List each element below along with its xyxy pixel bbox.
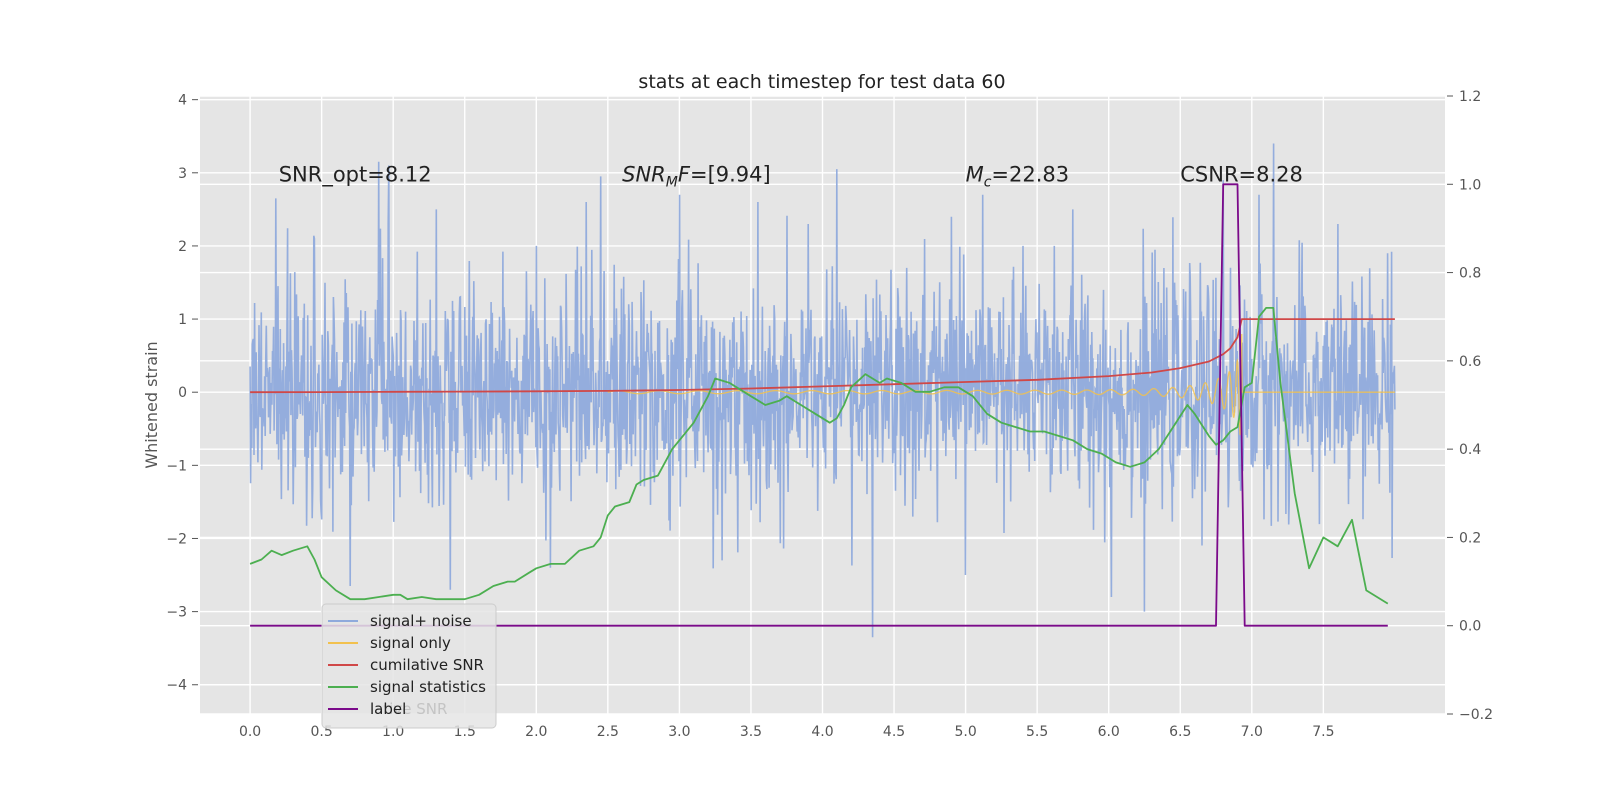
annotation-snr-opt: SNR_opt=8.12 (279, 163, 432, 188)
y2-tick-label: 0.0 (1459, 619, 1481, 635)
legend: lative SNR signal+ noise signal only cumila… (321, 603, 497, 729)
x-tick-label: 2.0 (525, 724, 547, 740)
x-tick-label: 2.5 (597, 724, 619, 740)
y2-tick-label: −0.2 (1459, 707, 1493, 723)
y-tick-label: 1 (178, 312, 187, 328)
legend-label: signal+ noise (370, 612, 472, 630)
y2-tick-label: 0.8 (1459, 266, 1481, 282)
x-tick-label: 0.0 (239, 724, 261, 740)
y2-tick-label: 0.4 (1459, 442, 1481, 458)
x-tick-label: 7.0 (1241, 724, 1263, 740)
y2-tick-label: 0.6 (1459, 354, 1481, 370)
y2-tick-label: 0.2 (1459, 530, 1481, 546)
series-signal-only (607, 333, 1395, 436)
y-tick-label: −1 (166, 458, 187, 474)
chart-title: stats at each timestep for test data 60 (638, 71, 1005, 93)
y-tick-label: −4 (166, 678, 187, 694)
x-tick-label: 4.0 (811, 724, 833, 740)
x-tick-label: 5.0 (954, 724, 976, 740)
y-tick-label: 2 (178, 239, 187, 255)
y-tick-label: 0 (178, 385, 187, 401)
legend-box (321, 603, 497, 729)
y2-tick-label: 1.2 (1459, 89, 1481, 105)
y-tick-label: −2 (166, 531, 187, 547)
series-signal-noise (249, 143, 1396, 638)
y-axis-label: Whitened strain (142, 341, 161, 468)
legend-label: signal only (370, 634, 451, 652)
legend-label: signal statistics (370, 678, 486, 696)
y-tick-label: −3 (166, 605, 187, 621)
x-tick-label: 6.5 (1169, 724, 1191, 740)
y-tick-label: 3 (178, 166, 187, 182)
y2-tick-label: 1.0 (1459, 177, 1481, 193)
series-layer (249, 143, 1396, 638)
x-tick-label: 3.0 (668, 724, 690, 740)
annotation-mc: Mc=22.83 (966, 163, 1070, 191)
series-cumilative-snr (250, 318, 1395, 394)
series-label (250, 183, 1388, 627)
x-tick-label: 7.5 (1312, 724, 1334, 740)
x-tick-label: 3.5 (740, 724, 762, 740)
legend-label: label (370, 700, 406, 718)
legend-ghost-text: lative SNR (370, 700, 447, 718)
legend-label: cumilative SNR (370, 656, 484, 674)
x-tick-label: 5.5 (1026, 724, 1048, 740)
y-tick-label: 4 (178, 93, 187, 109)
annotation-csnr: CSNR=8.28 (1180, 163, 1303, 187)
annotations: SNR_opt=8.12 SNRMF=[9.94] Mc=22.83 CSNR=8.2… (279, 163, 1303, 191)
annotation-snr-mf: SNRMF=[9.94] (622, 163, 771, 191)
x-tick-label: 6.0 (1098, 724, 1120, 740)
x-tick-label: 4.5 (883, 724, 905, 740)
